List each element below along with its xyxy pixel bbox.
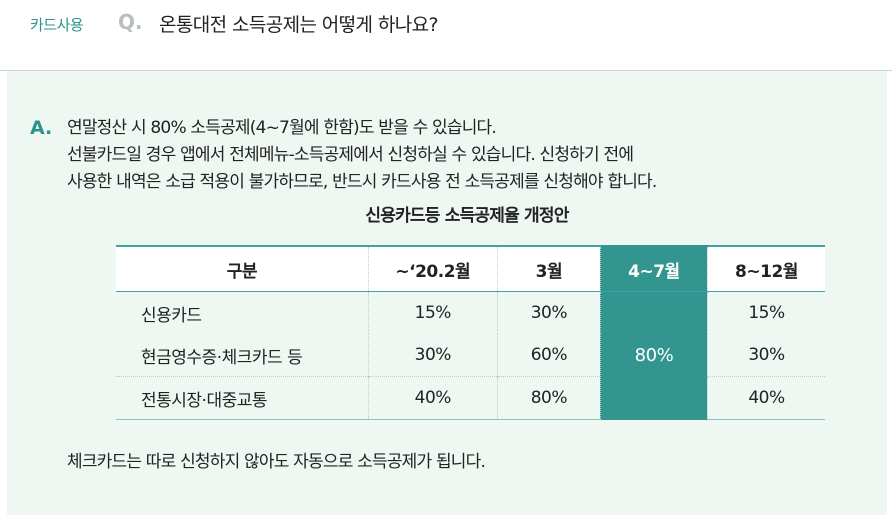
answer-line: 연말정산 시 80% 소득공제(4~7월에 한함)도 받을 수 있습니다. xyxy=(67,118,497,138)
header-period-aug-dec: 8~12월 xyxy=(706,245,825,292)
table-row: 현금영수증·체크카드 등 30% 60% 30% xyxy=(116,334,825,377)
answer-line: 사용한 내역은 소급 적용이 불가하므로, 반드시 카드사용 전 소득공제를 신… xyxy=(67,172,657,192)
table-row: 신용카드 15% 30% 80% 15% xyxy=(116,291,825,420)
cell-value: 30% xyxy=(496,291,601,334)
cell-value: 15% xyxy=(367,291,498,334)
row-label: 현금영수증·체크카드 등 xyxy=(141,347,303,368)
answer-line: 선불카드일 경우 앱에서 전체메뉴-소득공제에서 신청하실 수 있습니다. 신청… xyxy=(67,145,634,165)
cell-value: 40% xyxy=(367,376,498,420)
header-period-apr-jul: 4~7월 xyxy=(599,245,708,292)
deduction-rate-table: 구분 ~‘20.2월 3월 4~7월 8~12월 신용카드 15% 30% 80… xyxy=(116,245,825,420)
header-period-feb: ~‘20.2월 xyxy=(367,245,498,292)
question-text: 온통대전 소득공제는 어떻게 하나요? xyxy=(159,14,439,36)
header-period-mar: 3월 xyxy=(496,245,601,292)
cell-value: 15% xyxy=(706,291,825,334)
cell-value: 80% xyxy=(496,376,601,420)
cell-value: 40% xyxy=(706,376,825,420)
question-mark-label: Q. xyxy=(118,10,143,34)
merged-highlight-cell: 80% xyxy=(599,291,708,420)
header-category: 구분 xyxy=(116,245,369,292)
table-title: 신용카드등 소득공제율 개정안 xyxy=(365,206,569,226)
table-header-row: 구분 ~‘20.2월 3월 4~7월 8~12월 xyxy=(116,245,825,292)
question-header[interactable]: 카드사용 Q. 온통대전 소득공제는 어떻게 하나요? xyxy=(0,0,892,71)
row-label: 전통시장·대중교통 xyxy=(116,376,369,420)
answer-mark-label: A. xyxy=(30,117,53,139)
cell-value: 30% xyxy=(367,334,498,377)
cell-value: 60% xyxy=(496,334,601,377)
row-label: 신용카드 xyxy=(116,291,369,334)
footer-note: 체크카드는 따로 신청하지 않아도 자동으로 소득공제가 됩니다. xyxy=(67,452,486,472)
category-label: 카드사용 xyxy=(30,16,84,34)
cell-value: 30% xyxy=(706,334,825,377)
answer-panel: A. 연말정산 시 80% 소득공제(4~7월에 한함)도 받을 수 있습니다.… xyxy=(7,71,887,515)
table-row: 전통시장·대중교통 40% 80% 40% xyxy=(116,376,825,420)
answer-text: 연말정산 시 80% 소득공제(4~7월에 한함)도 받을 수 있습니다. 선불… xyxy=(67,115,877,196)
